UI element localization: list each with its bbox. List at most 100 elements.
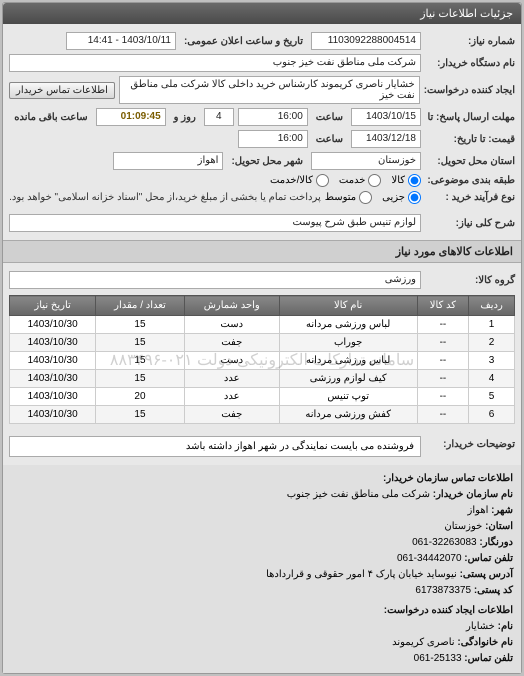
time-label-2: ساعت: [312, 134, 347, 145]
table-cell: 1403/10/30: [10, 352, 96, 370]
radio-kala-input[interactable]: [408, 174, 421, 187]
contact-title: اطلاعات تماس سازمان خریدار:: [11, 471, 513, 487]
cfamily-label: نام خانوادگی:: [457, 637, 513, 648]
buy-note: پرداخت تمام یا بخشی از مبلغ خرید،از محل …: [9, 192, 321, 203]
table-cell: دست: [184, 316, 279, 334]
creator-value: خشایار ناصری کریموند کارشناس خرید داخلی …: [119, 76, 420, 104]
table-cell: --: [417, 334, 469, 352]
table-header: واحد شمارش: [184, 296, 279, 316]
city-value: اهواز: [113, 152, 223, 170]
table-cell: لباس ورزشی مردانه: [279, 352, 417, 370]
contact-province: خوزستان: [444, 521, 482, 532]
fax-value: 32263083-061: [412, 537, 477, 548]
subject-radio-group: کالا خدمت کالا/خدمت: [270, 174, 421, 187]
announce-label: تاریخ و ساعت اعلان عمومی:: [180, 36, 307, 47]
province-label: استان محل تحویل:: [425, 156, 515, 167]
request-details-panel: جزئیات اطلاعات نیاز شماره نیاز: 11030922…: [2, 2, 522, 674]
table-cell: 1403/10/30: [10, 406, 96, 424]
table-cell: عدد: [184, 388, 279, 406]
postal-value: 6173873375: [415, 585, 471, 596]
radio-service[interactable]: خدمت: [339, 174, 382, 187]
contact-block: اطلاعات تماس سازمان خریدار: نام سازمان خ…: [3, 465, 521, 673]
table-cell: دست: [184, 352, 279, 370]
table-cell: --: [417, 406, 469, 424]
buy-type-label: نوع فرآیند خرید :: [425, 192, 515, 203]
city-label: شهر محل تحویل:: [227, 156, 307, 167]
table-cell: --: [417, 388, 469, 406]
deadline-time: 16:00: [238, 108, 308, 126]
radio-kala-service[interactable]: کالا/خدمت: [270, 174, 329, 187]
buyer-note-value: فروشنده می بایست نمایندگی در شهر اهواز د…: [9, 436, 421, 457]
contact-info-button[interactable]: اطلاعات تماس خریدار: [9, 82, 115, 99]
contact-province-label: استان:: [485, 521, 513, 532]
table-row: 4--کیف لوازم ورزشیعدد151403/10/30: [10, 370, 515, 388]
cphone-label: تلفن تماس:: [464, 653, 513, 664]
org-label: نام سازمان خریدار:: [433, 489, 513, 500]
price-until-label: قیمت: تا تاریخ:: [425, 134, 515, 145]
table-row: 1--لباس ورزشی مردانهدست151403/10/30: [10, 316, 515, 334]
table-row: 2--جورابجفت151403/10/30: [10, 334, 515, 352]
radio-kala[interactable]: کالا: [391, 174, 421, 187]
table-row: 6--کفش ورزشی مردانهجفت151403/10/30: [10, 406, 515, 424]
announce-value: 1403/10/11 - 14:41: [66, 32, 176, 50]
table-cell: توپ تنیس: [279, 388, 417, 406]
table-cell: کیف لوازم ورزشی: [279, 370, 417, 388]
group-label: گروه کالا:: [425, 275, 515, 286]
cname-label: نام:: [498, 621, 513, 632]
deadline-date: 1403/10/15: [351, 108, 421, 126]
table-row: 5--توپ تنیسعدد201403/10/30: [10, 388, 515, 406]
table-header: تعداد / مقدار: [96, 296, 185, 316]
radio-small-input[interactable]: [408, 191, 421, 204]
table-cell: کفش ورزشی مردانه: [279, 406, 417, 424]
table-cell: 20: [96, 388, 185, 406]
table-cell: 4: [469, 370, 515, 388]
need-title-label: شرح کلی نیاز:: [425, 218, 515, 229]
table-cell: عدد: [184, 370, 279, 388]
time-label-1: ساعت: [312, 112, 347, 123]
goods-section-title: اطلاعات کالاهای مورد نیاز: [3, 240, 521, 263]
radio-service-input[interactable]: [368, 174, 381, 187]
creator-label: ایجاد کننده درخواست:: [424, 85, 515, 96]
group-value: ورزشی: [9, 271, 421, 289]
table-cell: 1403/10/30: [10, 388, 96, 406]
price-date: 1403/12/18: [351, 130, 421, 148]
table-cell: جفت: [184, 334, 279, 352]
radio-medium[interactable]: متوسط: [325, 191, 372, 204]
panel-title: جزئیات اطلاعات نیاز: [3, 3, 521, 24]
buyer-device-value: شرکت ملی مناطق نفت خیز جنوب: [9, 54, 421, 72]
table-header: کد کالا: [417, 296, 469, 316]
cfamily-value: ناصری کریموند: [392, 637, 455, 648]
cname-value: خشایار: [466, 621, 495, 632]
table-cell: جوراب: [279, 334, 417, 352]
fax-label: دورنگار:: [479, 537, 513, 548]
price-time: 16:00: [238, 130, 308, 148]
table-cell: 15: [96, 352, 185, 370]
goods-table: ردیفکد کالانام کالاواحد شمارشتعداد / مقد…: [9, 295, 515, 424]
table-cell: 3: [469, 352, 515, 370]
req-no-value: 1103092288004514: [311, 32, 421, 50]
addr-label: آدرس پستی:: [460, 569, 513, 580]
table-cell: 1403/10/30: [10, 334, 96, 352]
buyer-device-label: نام دستگاه خریدار:: [425, 58, 515, 69]
table-cell: 5: [469, 388, 515, 406]
radio-small[interactable]: جزیی: [382, 191, 421, 204]
cphone-value: 25133-061: [414, 653, 462, 664]
creator-info-title: اطلاعات ایجاد کننده درخواست:: [11, 603, 513, 619]
contact-city: اهواز: [468, 505, 489, 516]
radio-kala-service-input[interactable]: [316, 174, 329, 187]
radio-medium-input[interactable]: [359, 191, 372, 204]
need-title-value: لوازم تنیس طبق شرح پیوست: [9, 214, 421, 232]
table-cell: 1403/10/30: [10, 316, 96, 334]
table-cell: 15: [96, 406, 185, 424]
table-cell: جفت: [184, 406, 279, 424]
remain-label: ساعت باقی مانده: [10, 112, 91, 123]
table-cell: لباس ورزشی مردانه: [279, 316, 417, 334]
org-value: شرکت ملی مناطق نفت خیز جنوب: [287, 489, 430, 500]
subject-group-label: طبقه بندی موضوعی:: [425, 175, 515, 186]
countdown-timer: 01:09:45: [96, 108, 166, 126]
table-cell: --: [417, 370, 469, 388]
table-cell: 6: [469, 406, 515, 424]
table-cell: 15: [96, 334, 185, 352]
buy-type-radio-group: جزیی متوسط: [325, 191, 421, 204]
days-label: روز و: [170, 112, 200, 123]
